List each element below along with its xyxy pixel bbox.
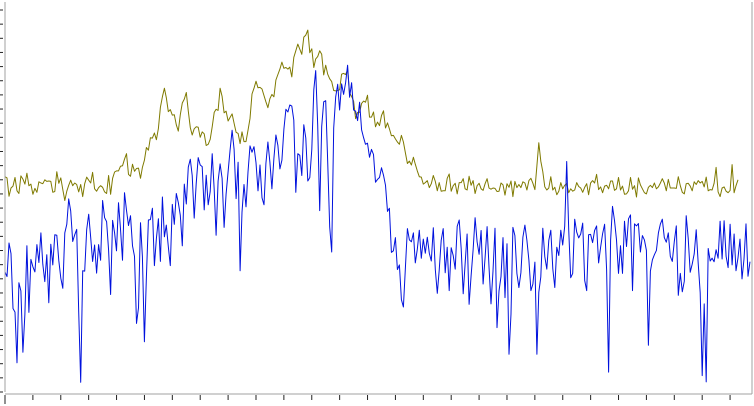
series-line-lower (4, 64, 751, 383)
series-layer (4, 29, 751, 383)
series-line-upper (4, 29, 739, 201)
